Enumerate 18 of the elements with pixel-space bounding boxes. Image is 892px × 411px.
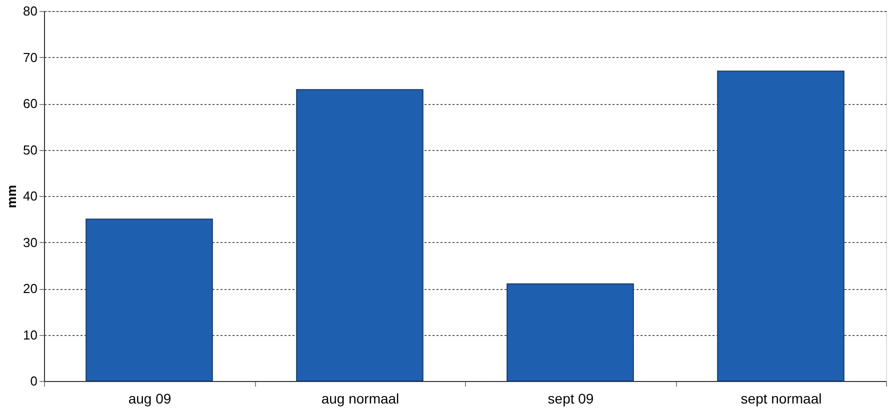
bar (86, 218, 213, 382)
y-tick-label: 30 (23, 234, 38, 250)
y-tick-label: 20 (23, 281, 38, 296)
y-tick-label: 60 (23, 96, 38, 111)
y-tick-label: 0 (30, 374, 38, 388)
x-tick-label: sept 09 (548, 390, 594, 406)
y-tick-label: 80 (23, 4, 38, 18)
y-tick-label: 40 (23, 188, 38, 204)
y-tick-label: 50 (23, 142, 38, 158)
bar (717, 70, 844, 382)
x-tick-label: sept normaal (740, 390, 822, 406)
bar (506, 283, 634, 382)
bar (296, 89, 424, 382)
x-tick-label: aug normaal (321, 390, 400, 406)
x-tick-label: aug 09 (128, 390, 172, 406)
y-tick-label: 10 (23, 327, 38, 342)
y-tick-label: 70 (23, 50, 38, 65)
y-axis-title: mm (4, 184, 20, 208)
